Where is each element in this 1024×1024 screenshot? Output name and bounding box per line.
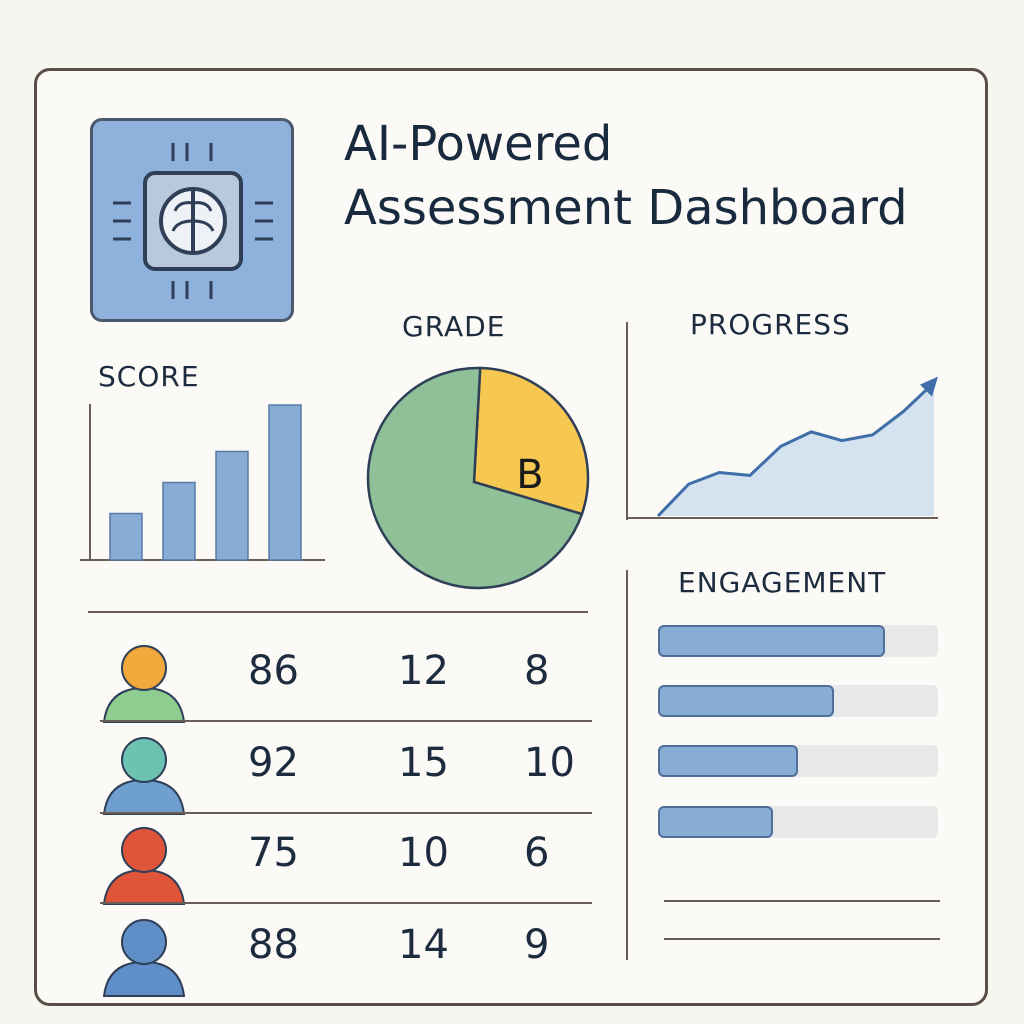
title-line-1: AI-Powered [344,116,613,172]
table-cell: 10 [524,740,575,786]
score-label: SCORE [98,360,200,393]
table-cell: 75 [248,830,299,876]
user-teal-icon [102,737,186,815]
engagement-label: ENGAGEMENT [678,566,887,599]
row-divider [100,812,592,814]
engagement-track [658,625,938,657]
progress-label: PROGRESS [690,308,851,341]
table-top-rule [88,611,588,613]
user-red-icon [102,827,186,905]
engagement-line-2 [664,938,940,940]
engagement-fill [658,806,773,838]
row-divider [100,902,592,904]
grade-letter: B [516,452,543,498]
user-blue-icon [102,919,186,997]
progress-area-chart [626,376,938,519]
table-cell: 6 [524,830,550,876]
grade-slice-yellow [472,366,590,516]
table-row: 75 10 6 [92,812,592,905]
table-cell: 15 [398,740,449,786]
engagement-line-1 [664,900,940,902]
engagement-track [658,806,938,838]
table-cell: 10 [398,830,449,876]
table-cell: 86 [248,648,299,694]
table-cell: 12 [398,648,449,694]
table-row: 88 14 9 [92,904,592,997]
table-row: 86 12 8 [92,630,592,723]
progress-area-fill [658,382,934,516]
page-title: AI-Powered Assessment Dashboard [344,112,964,240]
progress-arrow-icon [920,376,938,397]
engagement-fill [658,685,835,717]
score-bar-chart [80,404,325,561]
score-bar [109,512,143,561]
score-bar [162,481,196,561]
grade-label: GRADE [402,310,506,343]
engagement-fill [658,745,798,777]
engagement-track [658,745,938,777]
score-bar [215,450,249,561]
table-row: 92 15 10 [92,722,592,815]
table-cell: 14 [398,922,449,968]
table-cell: 8 [524,648,550,694]
grade-pie-chart: B [366,366,590,590]
ai-logo [90,118,294,322]
title-line-2: Assessment Dashboard [344,180,908,236]
row-divider [100,720,592,722]
table-cell: 88 [248,922,299,968]
progress-series-line [656,381,936,518]
table-cell: 92 [248,740,299,786]
grade-slice-green [366,366,584,590]
user-orange-icon [102,645,186,723]
ai-chip-brain-icon [113,143,273,299]
divider-lower [626,570,628,960]
divider-upper [626,322,628,520]
engagement-fill [658,625,885,657]
engagement-track [658,685,938,717]
score-bar [268,404,302,561]
table-cell: 9 [524,922,550,968]
